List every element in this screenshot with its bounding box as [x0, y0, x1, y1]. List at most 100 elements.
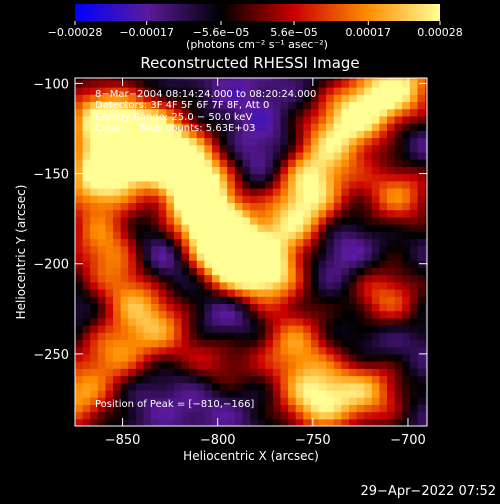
heatmap-cell — [151, 325, 160, 333]
heatmap-cell — [303, 411, 312, 420]
heatmap-cell — [356, 101, 365, 110]
heatmap-cell — [295, 267, 304, 276]
heatmap-cell — [173, 238, 183, 247]
heatmap-cell — [288, 187, 297, 196]
heatmap-cell — [387, 123, 396, 131]
heatmap-cell — [379, 310, 388, 319]
heatmap-cell — [425, 202, 427, 211]
heatmap-cell — [105, 245, 114, 254]
heatmap-cell — [425, 310, 427, 319]
heatmap-cell — [425, 137, 427, 146]
heatmap-cell — [371, 87, 381, 95]
heatmap-cell — [348, 144, 358, 153]
heatmap-cell — [113, 216, 122, 225]
heatmap-cell — [348, 202, 358, 211]
heatmap-cell — [82, 274, 91, 283]
heatmap-cell — [379, 224, 388, 232]
heatmap-cell — [280, 353, 289, 362]
heatmap-cell — [257, 368, 266, 377]
heatmap-cell — [341, 144, 350, 153]
heatmap-cell — [204, 108, 213, 117]
heatmap-cell — [227, 173, 236, 182]
heatmap-cell — [394, 130, 403, 139]
heatmap-cell — [166, 274, 175, 283]
heatmap-cell — [341, 260, 350, 268]
heatmap-cell — [204, 368, 213, 377]
heatmap-cell — [90, 180, 99, 189]
heatmap-cell — [219, 209, 228, 218]
heatmap-cell — [310, 173, 320, 182]
heatmap-cell — [196, 245, 205, 254]
heatmap-cell — [219, 397, 228, 405]
heatmap-cell — [341, 397, 350, 405]
heatmap-cell — [82, 296, 91, 304]
heatmap-cell — [257, 137, 266, 146]
heatmap-cell — [227, 346, 236, 355]
heatmap-cell — [120, 310, 129, 319]
heatmap-cell — [181, 123, 190, 131]
heatmap-cell — [371, 274, 381, 283]
heatmap-cell — [417, 325, 426, 333]
heatmap-cell — [151, 418, 160, 426]
heatmap-cell — [295, 361, 304, 369]
heatmap-cell — [105, 224, 114, 232]
heatmap-cell — [227, 397, 236, 405]
heatmap-cell — [318, 115, 327, 124]
heatmap-cell — [318, 130, 327, 139]
heatmap-cell — [250, 317, 259, 326]
heatmap-cell — [257, 173, 266, 182]
heatmap-cell — [196, 101, 205, 110]
heatmap-cell — [128, 353, 137, 362]
heatmap-cell — [120, 108, 129, 117]
heatmap-cell — [394, 368, 403, 377]
heatmap-cell — [265, 224, 274, 232]
heatmap-cell — [265, 389, 274, 398]
heatmap-cell — [166, 202, 175, 211]
heatmap-cell — [242, 78, 251, 81]
heatmap-cell — [219, 368, 228, 377]
heatmap-cell — [257, 87, 266, 95]
heatmap-cell — [82, 252, 91, 261]
heatmap-cell — [75, 296, 84, 304]
heatmap-cell — [333, 79, 342, 88]
heatmap-cell — [280, 368, 289, 377]
heatmap-cell — [326, 209, 335, 218]
heatmap-cell — [280, 151, 289, 160]
heatmap-cell — [371, 166, 381, 175]
heatmap-cell — [295, 209, 304, 218]
heatmap-cell — [295, 202, 304, 211]
heatmap-cell — [90, 231, 99, 240]
heatmap-cell — [295, 389, 304, 398]
heatmap-cell — [402, 151, 411, 160]
heatmap-cell — [143, 418, 152, 426]
heatmap-cell — [90, 209, 99, 218]
heatmap-cell — [341, 173, 350, 182]
heatmap-cell — [211, 137, 221, 146]
heatmap-cell — [120, 339, 129, 348]
heatmap-cell — [128, 252, 137, 261]
heatmap-cell — [166, 310, 175, 319]
heatmap-cell — [265, 245, 274, 254]
heatmap-cell — [318, 101, 327, 110]
heatmap-cell — [128, 144, 137, 153]
heatmap-cell — [394, 346, 403, 355]
heatmap-cell — [189, 361, 198, 369]
heatmap-cell — [105, 339, 114, 348]
heatmap-cell — [409, 209, 419, 218]
heatmap-cell — [341, 216, 350, 225]
heatmap-cell — [75, 173, 84, 182]
heatmap-cell — [425, 375, 427, 384]
heatmap-cell — [166, 231, 175, 240]
heatmap-cell — [288, 281, 297, 290]
heatmap-cell — [128, 260, 137, 268]
heatmap-cell — [211, 389, 221, 398]
heatmap-cell — [211, 216, 221, 225]
heatmap-cell — [295, 411, 304, 420]
heatmap-cell — [250, 130, 259, 139]
heatmap-cell — [97, 216, 107, 225]
heatmap-cell — [181, 267, 190, 276]
heatmap-cell — [196, 418, 205, 426]
heatmap-cell — [242, 288, 251, 297]
heatmap-cell — [234, 94, 244, 103]
heatmap-cell — [379, 238, 388, 247]
